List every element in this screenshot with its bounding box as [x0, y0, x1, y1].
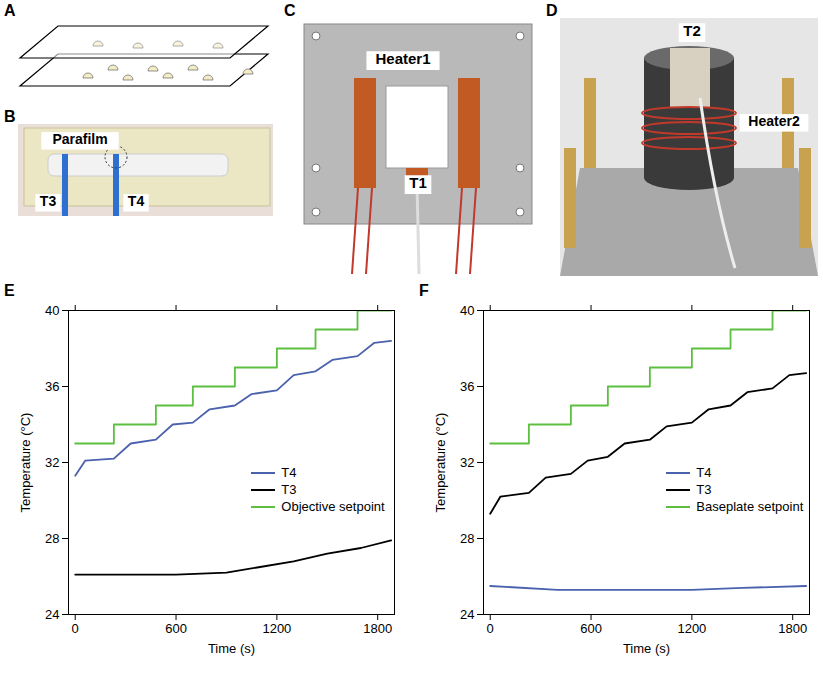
svg-text:Heater2: Heater2: [748, 113, 800, 129]
svg-text:Time (s): Time (s): [208, 641, 255, 656]
svg-text:Parafilm: Parafilm: [52, 131, 107, 147]
svg-text:1200: 1200: [262, 621, 291, 636]
svg-text:36: 36: [460, 379, 474, 394]
svg-text:24: 24: [460, 607, 474, 622]
svg-text:Temperature (°C): Temperature (°C): [433, 413, 448, 513]
html-text:T3: T3: [281, 482, 297, 497]
html-text:E: E: [4, 282, 15, 299]
svg-text:Time (s): Time (s): [623, 641, 670, 656]
svg-text:600: 600: [580, 621, 602, 636]
svg-text:T4: T4: [128, 193, 145, 209]
svg-text:40: 40: [45, 303, 59, 318]
svg-text:Heater1: Heater1: [375, 50, 430, 67]
svg-text:600: 600: [165, 621, 187, 636]
svg-text:Temperature (°C): Temperature (°C): [18, 413, 33, 513]
svg-text:32: 32: [45, 455, 59, 470]
svg-text:32: 32: [460, 455, 474, 470]
html-text:D: D: [546, 2, 558, 19]
html-text:C: C: [284, 2, 296, 19]
svg-text:1800: 1800: [363, 621, 392, 636]
svg-text:36: 36: [45, 379, 59, 394]
html-text:T4: T4: [281, 465, 297, 480]
svg-text:1200: 1200: [677, 621, 706, 636]
svg-text:T3: T3: [40, 193, 57, 209]
svg-text:T1: T1: [409, 174, 427, 191]
html-text:A: A: [4, 2, 16, 19]
html-text:T4: T4: [696, 465, 712, 480]
svg-text:28: 28: [460, 531, 474, 546]
html-text:T3: T3: [696, 482, 712, 497]
svg-text:0: 0: [487, 621, 494, 636]
svg-text:1800: 1800: [778, 621, 807, 636]
html-text:Baseplate setpoint: Baseplate setpoint: [696, 499, 804, 514]
html-text:F: F: [419, 282, 429, 299]
svg-text:40: 40: [460, 303, 474, 318]
svg-text:T2: T2: [683, 22, 701, 39]
svg-text:24: 24: [45, 607, 59, 622]
html-text:Objective setpoint: Objective setpoint: [281, 499, 385, 514]
html-text:B: B: [4, 108, 16, 125]
svg-text:28: 28: [45, 531, 59, 546]
svg-text:0: 0: [72, 621, 79, 636]
